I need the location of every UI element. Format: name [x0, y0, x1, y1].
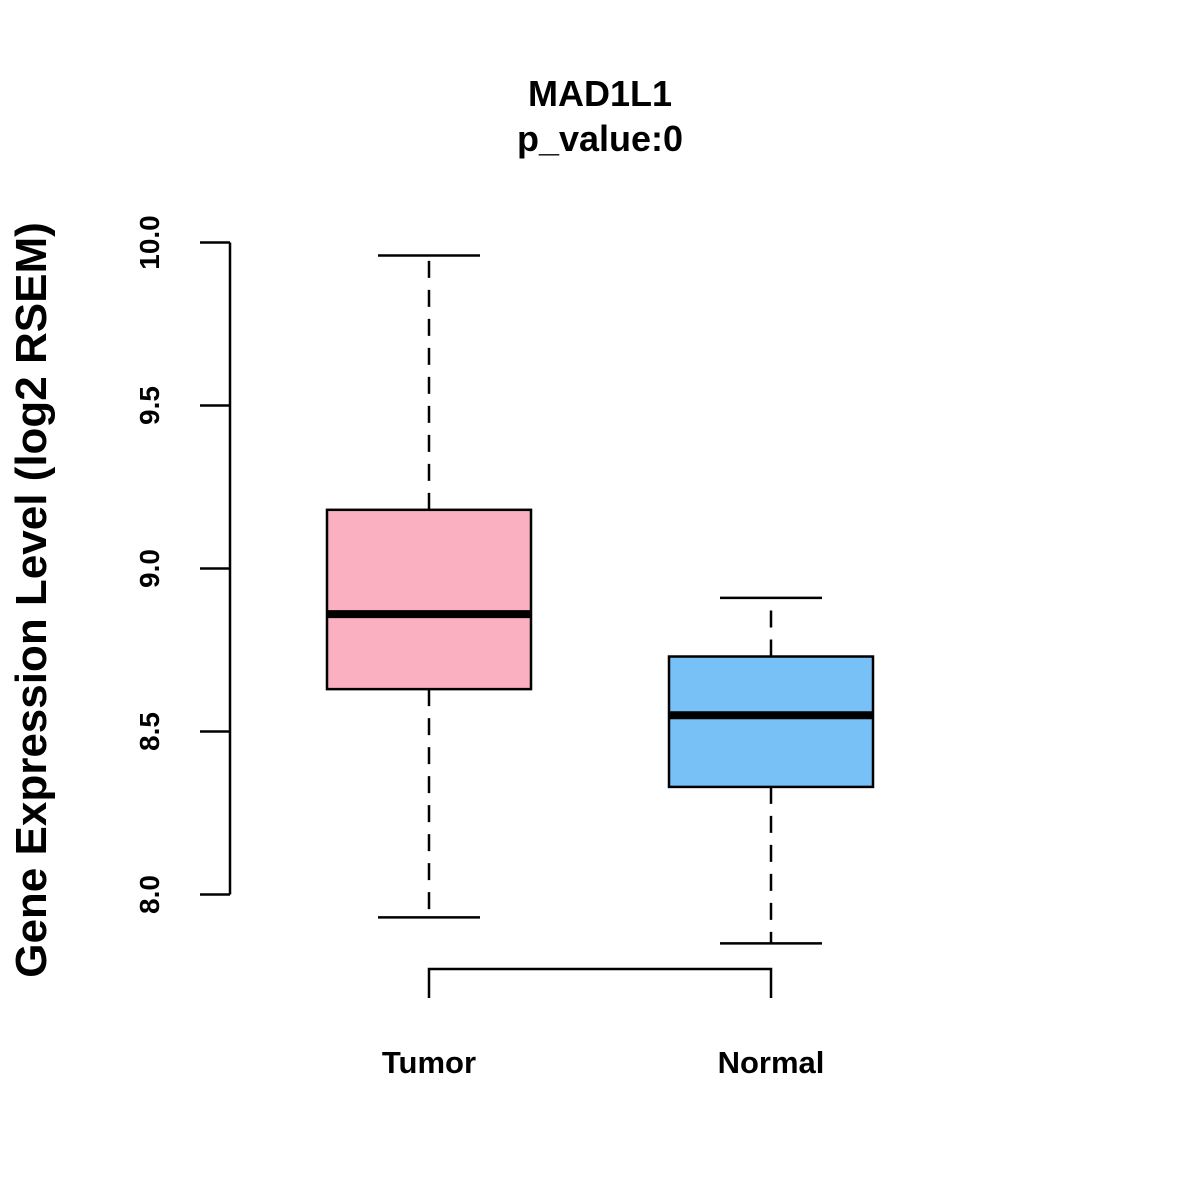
x-axis-labels: Tumor Normal [382, 1045, 824, 1080]
box-normal [667, 596, 875, 945]
y-tick-label: 10.0 [134, 215, 165, 270]
x-label-tumor: Tumor [382, 1045, 476, 1080]
y-tick-label: 8.5 [134, 712, 165, 751]
box-tumor [325, 254, 533, 919]
iqr-box [325, 508, 533, 691]
y-tick-label: 9.5 [134, 386, 165, 425]
y-tick-label: 8.0 [134, 875, 165, 914]
chart-title: MAD1L1 [528, 73, 672, 114]
iqr-box [667, 655, 875, 789]
y-axis-label: Gene Expression Level (log2 RSEM) [7, 222, 56, 978]
bracket-line [427, 967, 773, 998]
y-tick-label: 9.0 [134, 549, 165, 588]
boxes [325, 254, 875, 945]
comparison-bracket [427, 967, 773, 998]
y-axis: 8.0 8.5 9.0 9.5 10.0 [134, 215, 232, 914]
chart-subtitle: p_value:0 [517, 118, 683, 159]
x-label-normal: Normal [718, 1045, 825, 1080]
